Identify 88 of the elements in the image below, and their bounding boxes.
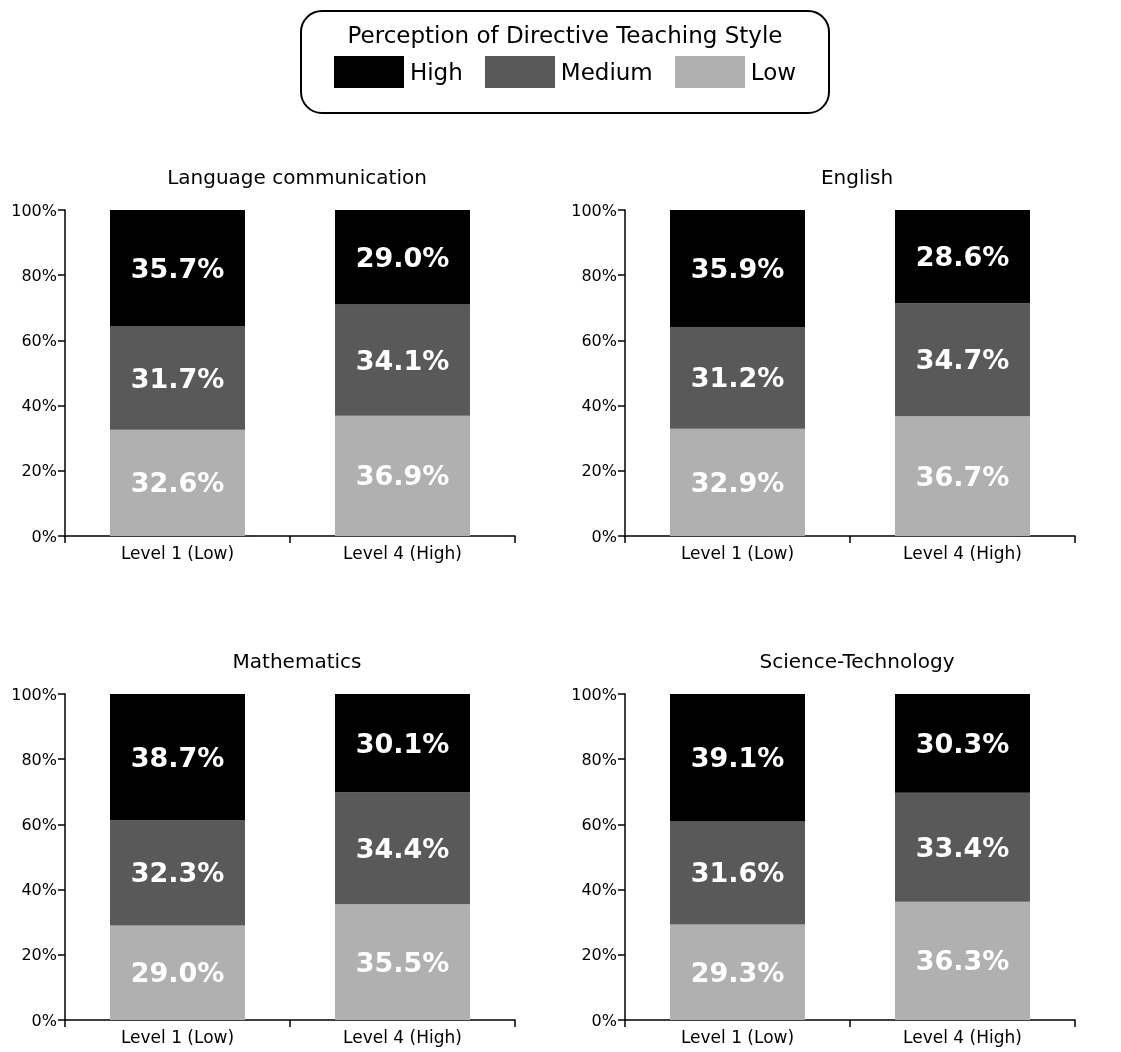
bar [110,925,245,1020]
data-label: 31.6% [690,857,785,889]
x-tick-label: Level 4 (High) [903,542,1022,563]
bar [110,820,245,926]
y-tick-label: 0% [31,1010,57,1030]
data-label: 28.6% [915,241,1010,273]
data-label: 35.9% [690,253,785,285]
legend-label: Low [750,59,797,85]
y-tick-label: 80% [581,265,617,285]
bar [335,210,470,305]
data-label: 30.1% [355,727,450,759]
x-tick-label: Level 1 (Low) [680,542,795,563]
chart-title: Mathematics [232,649,362,673]
bar [670,210,805,328]
y-tick-label: 100% [11,684,57,704]
y-tick-label: 20% [21,945,57,965]
data-label: 31.7% [130,362,225,394]
data-label: 33.4% [915,831,1010,863]
bar [335,792,470,905]
chart-title: Science-Technology [759,649,955,673]
y-tick-label: 60% [21,330,57,350]
data-label: 34.7% [915,344,1010,376]
x-tick-label: Level 1 (Low) [120,1026,235,1047]
data-label: 39.1% [690,742,785,774]
chart-title: English [820,165,894,189]
y-tick-label: 80% [21,265,57,285]
y-tick-label: 0% [31,526,57,546]
legend-label: High [409,59,463,85]
y-tick-label: 20% [21,461,57,481]
y-tick-label: 60% [21,814,57,834]
bar [335,304,470,416]
data-label: 35.5% [355,946,450,978]
bar [110,326,245,430]
y-tick-label: 40% [581,880,617,900]
bar [895,694,1030,793]
y-tick-label: 40% [21,396,57,416]
y-tick-label: 0% [591,526,617,546]
bar [895,416,1030,536]
y-tick-label: 80% [21,749,57,769]
bar [895,901,1030,1020]
bar [670,924,805,1020]
data-label: 36.7% [915,460,1010,492]
data-label: 38.7% [130,741,225,773]
data-label: 29.0% [355,241,450,273]
bar [335,415,470,536]
data-label: 34.1% [355,344,450,376]
bar [895,210,1030,304]
x-tick-label: Level 4 (High) [903,1026,1022,1047]
bar [670,694,805,822]
data-label: 35.7% [130,252,225,284]
y-tick-label: 60% [581,814,617,834]
bar [670,821,805,925]
data-label: 29.0% [130,957,225,989]
data-label: 30.3% [915,727,1010,759]
bar [110,694,245,821]
bar [110,210,245,327]
chart-title: Language communication [167,165,427,189]
y-tick-label: 20% [581,461,617,481]
bar [895,792,1030,902]
y-tick-label: 40% [21,880,57,900]
bar [335,904,470,1020]
data-label: 36.9% [355,460,450,492]
y-tick-label: 100% [571,684,617,704]
data-label: 34.4% [355,832,450,864]
data-label: 29.3% [690,956,785,988]
x-tick-label: Level 1 (Low) [120,542,235,563]
y-tick-label: 60% [581,330,617,350]
data-label: 32.9% [690,466,785,498]
y-tick-label: 20% [581,945,617,965]
data-label: 32.3% [130,857,225,889]
bar [670,428,805,536]
bar [110,429,245,536]
legend-title: Perception of Directive Teaching Style [346,22,784,48]
bar [335,694,470,793]
data-label: 32.6% [130,467,225,499]
y-tick-label: 100% [571,200,617,220]
y-tick-label: 100% [11,200,57,220]
data-label: 36.3% [915,945,1010,977]
bar [895,303,1030,417]
y-tick-label: 80% [581,749,617,769]
legend-label: Medium [560,59,653,85]
x-tick-label: Level 1 (Low) [680,1026,795,1047]
x-tick-label: Level 4 (High) [343,1026,462,1047]
y-tick-label: 40% [581,396,617,416]
data-label: 31.2% [690,362,785,394]
bar [670,327,805,429]
x-tick-label: Level 4 (High) [343,542,462,563]
y-tick-label: 0% [591,1010,617,1030]
